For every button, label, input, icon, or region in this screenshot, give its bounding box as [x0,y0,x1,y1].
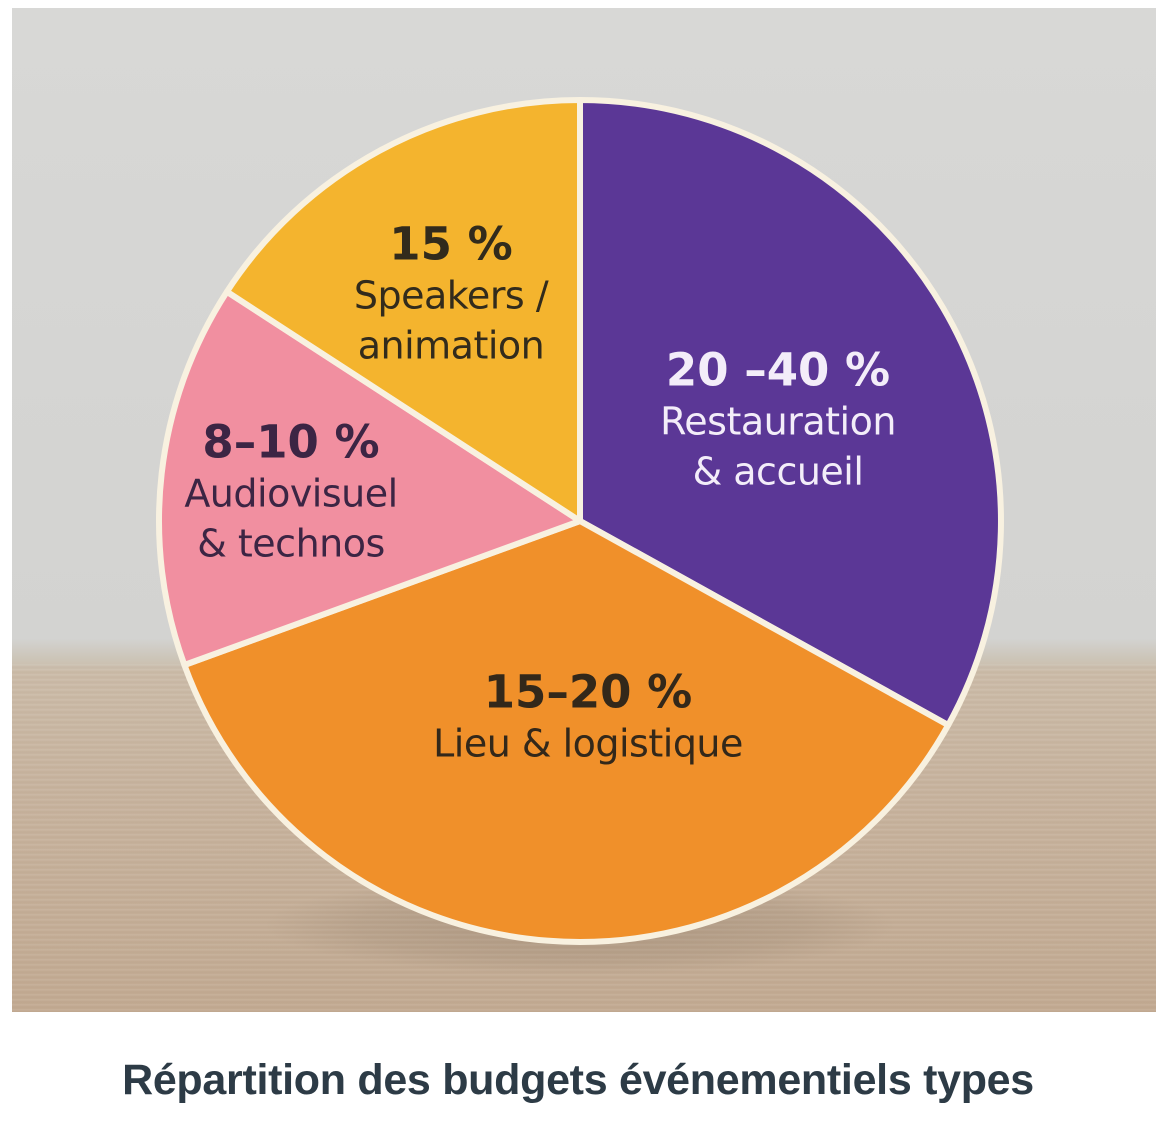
chart-title: Répartition des budgets événementiels ty… [122,1056,1034,1104]
pie-segment-lieu-logistique [181,518,952,945]
pie-segment-restauration-accueil [577,97,1004,729]
caption-band: Répartition des budgets événementiels ty… [0,1012,1156,1124]
pie-segment-speakers-animation [223,97,583,524]
pie-segment-audiovisuel-technos [156,288,583,668]
